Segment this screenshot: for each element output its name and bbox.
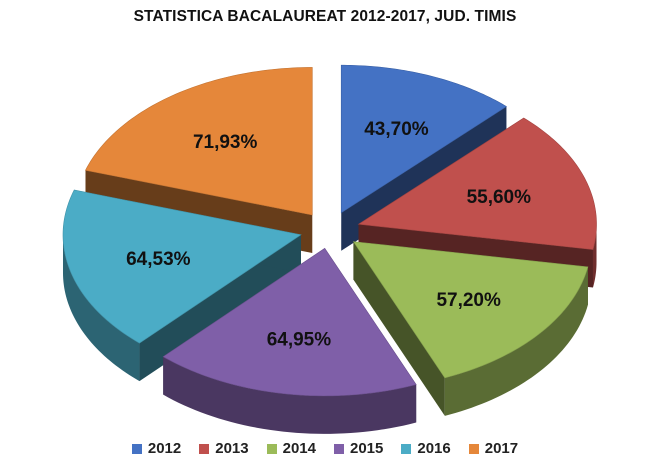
legend: 2012 2013 2014 2015 2016 2017 (0, 440, 650, 457)
pie-slices: 43,70% 71,93% 55,60% 64,53% 57,20% 64,95% (62, 64, 597, 434)
pie-slice-2016: 64,53% (62, 189, 302, 382)
legend-item-2014: 2014 (266, 440, 316, 457)
legend-item-2015: 2015 (334, 440, 383, 457)
pie-slice-2015: 64,95% (162, 247, 417, 434)
pie-slice-2014: 57,20% (352, 241, 589, 416)
legend-item-2016: 2016 (401, 440, 451, 457)
legend-swatch (131, 443, 142, 454)
legend-label: 2013 (215, 440, 249, 457)
legend-swatch (468, 443, 479, 454)
legend-swatch (401, 443, 412, 454)
data-label-2013: 55,60% (467, 187, 532, 208)
legend-label: 2012 (147, 440, 182, 457)
legend-swatch (199, 443, 210, 454)
legend-item-2012: 2012 (131, 440, 182, 457)
data-label-2012: 43,70% (364, 119, 429, 140)
data-label-2015: 64,95% (267, 329, 332, 350)
data-label-2014: 57,20% (436, 290, 501, 311)
legend-swatch (334, 443, 344, 454)
legend-item-2013: 2013 (199, 440, 249, 457)
data-label-2017: 71,93% (193, 132, 258, 153)
legend-label: 2017 (484, 440, 519, 457)
legend-label: 2015 (350, 440, 384, 457)
legend-item-2017: 2017 (468, 440, 519, 457)
data-label-2016: 64,53% (126, 249, 191, 270)
legend-swatch (266, 443, 277, 454)
legend-label: 2014 (282, 440, 316, 457)
legend-label: 2016 (417, 440, 451, 457)
chart-title: STATISTICA BACALAUREAT 2012-2017, JUD. T… (133, 8, 517, 25)
